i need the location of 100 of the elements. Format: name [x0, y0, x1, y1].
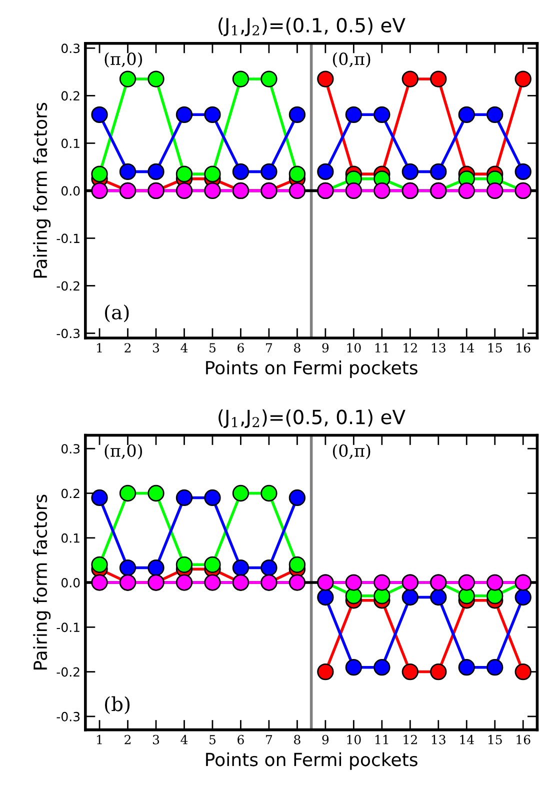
- point: [204, 182, 221, 200]
- x-tick-label: 8: [294, 734, 300, 744]
- y-tick-label: 0.0: [61, 578, 80, 588]
- point: [288, 166, 306, 182]
- point: [458, 106, 475, 124]
- x-tick-label: 14: [460, 734, 474, 744]
- point: [91, 106, 108, 124]
- x-tick-label: 14: [460, 343, 474, 352]
- y-tick-label: -0.2: [56, 281, 80, 291]
- point: [176, 106, 193, 124]
- x-tick-label: 10: [347, 734, 361, 744]
- annotation: (π,0): [104, 444, 142, 460]
- point: [91, 182, 108, 200]
- point: [374, 659, 390, 676]
- point: [148, 559, 164, 576]
- point: [260, 163, 278, 180]
- point: [148, 70, 164, 88]
- point: [486, 659, 504, 676]
- point: [374, 588, 390, 604]
- point: [458, 659, 475, 676]
- point: [119, 163, 136, 180]
- point: [458, 588, 475, 604]
- x-tick-label: 7: [266, 343, 272, 352]
- annotation: (0,π): [332, 444, 370, 460]
- x-tick-label: 2: [124, 343, 131, 352]
- x-tick-label: 13: [432, 343, 446, 353]
- point: [260, 70, 278, 88]
- x-tick-label: 1: [97, 734, 102, 744]
- point: [514, 70, 532, 88]
- point: [176, 556, 193, 573]
- point: [288, 106, 306, 124]
- point: [204, 556, 221, 573]
- x-tick-label: 4: [180, 343, 188, 352]
- x-tick-label: 4: [180, 734, 188, 744]
- point: [486, 106, 504, 124]
- point: [176, 166, 193, 182]
- point: [345, 182, 362, 200]
- x-axis-title: Points on Fermi pockets: [206, 752, 418, 770]
- point: [514, 163, 532, 180]
- point: [204, 166, 221, 182]
- point: [232, 163, 250, 180]
- x-tick-label: 5: [210, 735, 216, 744]
- point: [204, 489, 221, 506]
- y-tick-label: 0.3: [61, 444, 80, 454]
- x-tick-label: 9: [322, 734, 329, 744]
- point: [345, 588, 362, 604]
- point: [148, 163, 164, 180]
- point: [119, 484, 136, 502]
- chart-title: (J$_{1}$,J$_{2}$)=(0.1, 0.5) eV: [218, 18, 406, 36]
- point: [288, 489, 306, 506]
- x-axis-title: Points on Fermi pockets: [206, 360, 418, 378]
- point: [402, 70, 418, 88]
- annotation: (b): [105, 696, 130, 714]
- x-tick-label: 6: [238, 343, 244, 353]
- point: [486, 574, 504, 591]
- point: [288, 556, 306, 573]
- x-tick-label: 11: [375, 343, 388, 352]
- point: [176, 489, 193, 506]
- point: [232, 70, 250, 88]
- point: [374, 106, 390, 124]
- point: [402, 588, 418, 606]
- y-tick-label: 0.0: [61, 186, 80, 196]
- point: [345, 574, 362, 591]
- point: [176, 182, 193, 200]
- y-tick-label: 0.3: [61, 44, 80, 54]
- point: [119, 559, 136, 576]
- x-tick-label: 16: [516, 343, 530, 353]
- x-tick-label: 15: [488, 343, 502, 353]
- point: [486, 588, 504, 604]
- x-tick-label: 9: [322, 343, 329, 353]
- x-tick-label: 13: [432, 734, 446, 744]
- x-tick-label: 16: [516, 734, 530, 744]
- point: [458, 574, 475, 591]
- x-tick-label: 3: [152, 734, 160, 744]
- point: [430, 70, 447, 88]
- point: [91, 556, 108, 573]
- x-tick-label: 12: [404, 343, 417, 352]
- x-tick-label: 15: [488, 734, 502, 744]
- x-tick-label: 5: [210, 343, 216, 353]
- y-tick-label: -0.2: [56, 667, 80, 677]
- point: [204, 574, 221, 591]
- point: [260, 559, 278, 576]
- point: [486, 182, 504, 200]
- point: [91, 489, 108, 506]
- x-tick-label: 6: [238, 734, 244, 744]
- annotation: (a): [105, 304, 129, 322]
- point: [91, 166, 108, 182]
- point: [402, 663, 418, 680]
- y-tick-label: -0.3: [56, 328, 80, 338]
- point: [374, 574, 390, 591]
- point: [402, 163, 418, 180]
- y-axis-title: Pairing form factors: [33, 494, 51, 670]
- x-tick-label: 1: [97, 343, 102, 352]
- point: [317, 663, 334, 680]
- point: [374, 182, 390, 200]
- point: [430, 588, 447, 606]
- point: [514, 663, 532, 680]
- x-tick-label: 12: [404, 734, 417, 744]
- point: [91, 574, 108, 591]
- y-tick-label: 0.1: [61, 533, 80, 543]
